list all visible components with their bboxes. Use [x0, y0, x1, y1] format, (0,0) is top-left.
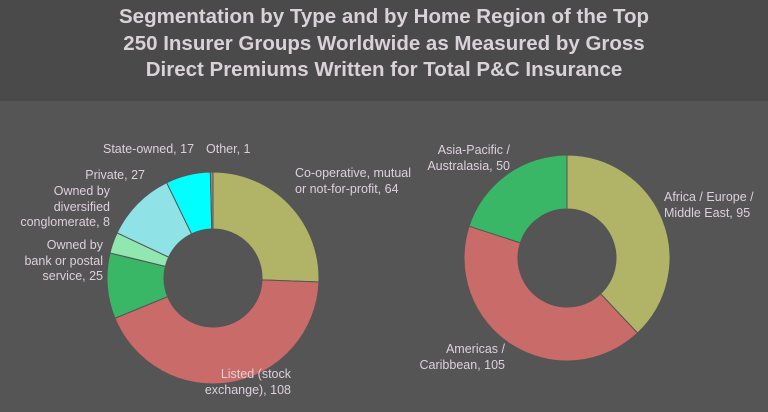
label-state-owned: State-owned, 17 — [103, 142, 195, 156]
title-band — [0, 0, 768, 101]
donut-segment-listed — [114, 279, 320, 385]
donut-segment-africa-europe-me — [566, 154, 671, 334]
label-asia-pacific: Asia-Pacific / Australasia, 50 — [427, 143, 510, 173]
chart-title-line-2: 250 Insurer Groups Worldwide as Measured… — [123, 31, 645, 55]
donut-segment-cooperative — [212, 171, 320, 283]
donut-segment-asia-pacific — [468, 154, 568, 244]
label-africa-europe-me: Africa / Europe / Middle East, 95 — [664, 190, 754, 220]
donut-chart-region — [463, 154, 671, 362]
label-diversified-conglomerate: Owned by diversified conglomerate, 8 — [20, 184, 110, 229]
donut-chart-type — [106, 171, 320, 385]
chart-title-line-1: Segmentation by Type and by Home Region … — [119, 5, 649, 28]
label-other: Other, 1 — [206, 142, 251, 156]
donut-segment-other — [209, 171, 214, 230]
chart-title: Segmentation by Type and by Home Region … — [0, 4, 768, 84]
chart-title-line-3: Direct Premiums Written for Total P&C In… — [145, 58, 623, 81]
label-bank-postal: Owned by bank or postal service, 25 — [24, 238, 103, 283]
label-listed: Listed (stock exchange), 108 — [204, 367, 291, 397]
label-cooperative: Co-operative, mutual or not-for-profit, 6… — [295, 166, 412, 196]
donut-segment-americas — [463, 225, 639, 362]
label-americas: Americas / Caribbean, 105 — [419, 342, 505, 372]
label-private: Private, 27 — [85, 168, 145, 182]
